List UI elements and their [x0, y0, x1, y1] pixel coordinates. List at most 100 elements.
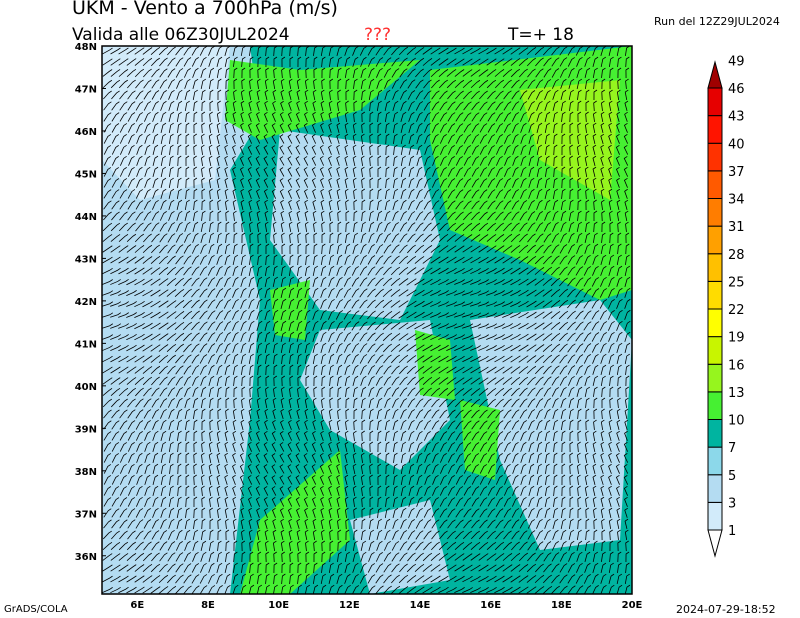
- wind-barb: [616, 342, 623, 353]
- wind-barb: [462, 69, 473, 77]
- wind-barb: [351, 266, 359, 276]
- wind-barb: [192, 386, 199, 397]
- wind-barb: [624, 309, 631, 320]
- wind-barb: [423, 398, 432, 408]
- wind-barb: [559, 233, 567, 243]
- wind-barb: [368, 78, 375, 89]
- wind-barb: [191, 255, 200, 265]
- wind-barb: [160, 144, 166, 156]
- wind-barb: [166, 266, 177, 276]
- wind-barb: [297, 254, 302, 266]
- wind-barb: [287, 497, 293, 507]
- wind-barb: [446, 366, 457, 374]
- wind-barb: [344, 441, 349, 452]
- wind-barb: [518, 575, 529, 583]
- wind-barb: [575, 365, 583, 375]
- wind-barb: [305, 243, 310, 255]
- wind-barb: [447, 508, 456, 518]
- wind-barb: [264, 210, 269, 221]
- wind-barb: [462, 553, 473, 561]
- wind-barb: [398, 278, 409, 286]
- wind-barb: [336, 144, 340, 155]
- wind-barb: [486, 377, 497, 385]
- wind-barb: [520, 144, 527, 155]
- wind-barb: [329, 386, 334, 398]
- colorbar-segment: [707, 198, 723, 227]
- wind-barb: [279, 442, 285, 452]
- wind-barb: [168, 188, 175, 199]
- wind-barb: [385, 463, 390, 475]
- wind-barb: [536, 100, 543, 111]
- wind-barb: [608, 562, 614, 574]
- wind-barb: [510, 575, 521, 583]
- wind-barb: [273, 386, 277, 398]
- wind-barb: [623, 453, 629, 463]
- wind-barb: [382, 343, 392, 353]
- wind-barb: [257, 562, 262, 574]
- wind-barb: [215, 332, 224, 342]
- wind-barb: [296, 408, 301, 419]
- wind-barb: [569, 177, 574, 189]
- wind-barb: [503, 497, 512, 507]
- wind-barb: [241, 397, 245, 409]
- wind-barb: [256, 584, 263, 594]
- wind-barb: [150, 365, 161, 375]
- wind-barb: [329, 529, 333, 541]
- wind-barb: [616, 254, 622, 266]
- wind-barb: [423, 112, 431, 122]
- wind-barb: [608, 474, 612, 485]
- wind-barb: [177, 144, 182, 156]
- wind-barb: [503, 123, 511, 133]
- wind-barb: [232, 584, 239, 594]
- wind-barb: [383, 552, 392, 562]
- wind-barb: [126, 245, 137, 253]
- wind-barb: [510, 552, 521, 562]
- wind-barb: [407, 376, 416, 386]
- wind-barb: [534, 333, 545, 341]
- wind-barb: [191, 332, 200, 342]
- wind-barb: [438, 256, 449, 264]
- wind-barb: [478, 290, 489, 296]
- wind-barb: [569, 111, 574, 123]
- wind-barb: [273, 551, 277, 563]
- wind-barb: [216, 155, 221, 166]
- wind-barb: [382, 288, 393, 298]
- wind-barb: [233, 386, 238, 398]
- wind-barb: [520, 430, 527, 441]
- wind-barb: [160, 430, 167, 441]
- wind-barb: [312, 298, 319, 309]
- wind-barb: [462, 345, 473, 351]
- wind-barb: [455, 90, 464, 100]
- wind-barb: [543, 398, 551, 408]
- wind-barb: [110, 586, 121, 594]
- wind-barb: [183, 46, 192, 56]
- wind-barb: [438, 334, 449, 340]
- wind-barb: [369, 518, 374, 530]
- wind-barb: [150, 289, 161, 297]
- wind-barb: [215, 321, 224, 331]
- wind-barb: [376, 386, 383, 397]
- wind-barb: [625, 221, 629, 233]
- wind-barb: [280, 397, 285, 408]
- wind-barb: [183, 255, 192, 265]
- wind-barb: [134, 233, 145, 243]
- wind-barb: [216, 375, 223, 386]
- wind-barb: [526, 575, 537, 583]
- wind-barb: [392, 188, 399, 199]
- wind-barb: [567, 343, 576, 353]
- wind-barb: [511, 222, 520, 232]
- wind-barb: [192, 551, 199, 562]
- wind-barb: [494, 256, 505, 264]
- wind-barb: [201, 529, 206, 541]
- wind-barb: [438, 387, 449, 397]
- wind-barb: [217, 419, 221, 431]
- wind-barb: [135, 519, 144, 529]
- wind-barb: [430, 333, 441, 341]
- wind-barb: [609, 221, 614, 233]
- wind-barb: [126, 278, 137, 286]
- wind-barb: [369, 485, 374, 497]
- wind-barb: [455, 519, 464, 529]
- wind-barb: [273, 67, 277, 79]
- wind-barb: [127, 178, 135, 188]
- wind-barb: [511, 508, 520, 518]
